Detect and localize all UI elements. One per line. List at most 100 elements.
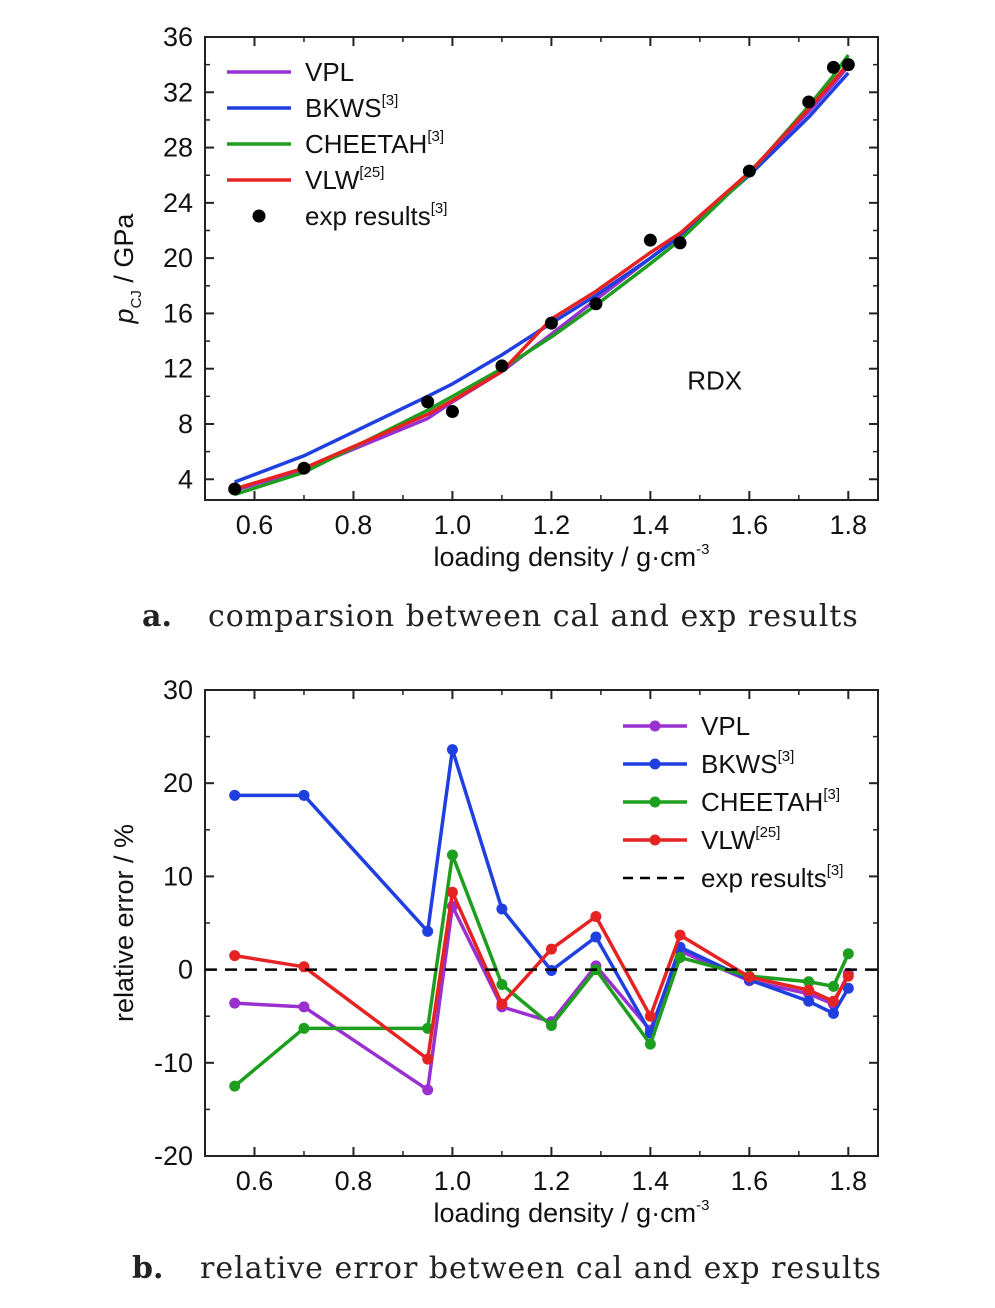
x-axis-label-sup: -3 [696, 541, 709, 558]
data-point-exp-results [228, 482, 242, 496]
x-axis-label-main: loading density / g·cm [434, 1198, 697, 1228]
series-line-vpl [234, 904, 850, 1092]
legend-label: VPL [305, 57, 354, 87]
caption-letter: b. [132, 1251, 163, 1286]
legend-label: exp results[3] [701, 862, 843, 893]
x-axis-label: loading density / g·cm-3 [434, 1197, 710, 1228]
y-tick-label: 24 [163, 188, 193, 218]
data-point-cheetah [827, 980, 839, 992]
data-point-vlw [842, 970, 854, 982]
legend-label: VLW[25] [305, 164, 384, 195]
data-point-vpl [229, 997, 241, 1009]
y-tick-label: 8 [178, 409, 193, 439]
data-point-cheetah [545, 1020, 557, 1032]
data-point-exp-results [445, 405, 459, 419]
y-tick-label: 32 [163, 77, 193, 107]
data-point-cheetah [803, 976, 815, 988]
data-point-cheetah [842, 948, 854, 960]
y-tick-label: 16 [163, 298, 193, 328]
series-exp-results [228, 58, 855, 496]
y-tick-label: 10 [163, 861, 193, 891]
series-vpl [229, 900, 854, 1096]
legend-marker [649, 796, 661, 808]
legend-label: CHEETAH[3] [701, 786, 840, 817]
data-point-vlw [674, 929, 686, 941]
data-point-cheetah [446, 849, 458, 861]
y-axis-label-rest: / GPa [109, 213, 139, 291]
data-point-vpl [298, 1001, 310, 1013]
legend-item-exp-results: exp results[3] [623, 862, 843, 893]
y-tick-label: 20 [163, 243, 193, 273]
legend-label-name: exp results [305, 201, 431, 231]
legend-label-name: BKWS [701, 749, 778, 779]
legend-label-sup: [25] [755, 824, 780, 841]
series-line-vlw [234, 62, 850, 491]
x-tick-label: 1.8 [830, 510, 868, 540]
x-axis-label: loading density / g·cm-3 [434, 541, 710, 572]
data-point-bkws [590, 931, 602, 943]
legend-marker [649, 720, 661, 732]
legend-label-name: VPL [701, 711, 750, 741]
legend-label: BKWS[3] [305, 92, 398, 123]
x-tick-label: 0.6 [236, 1166, 274, 1196]
data-point-cheetah [298, 1022, 310, 1034]
legend-marker [649, 834, 661, 846]
legend-label: CHEETAH[3] [305, 128, 444, 159]
x-tick-label: 1.6 [731, 1166, 769, 1196]
x-tick-label: 1.4 [632, 510, 670, 540]
data-point-vlw [827, 995, 839, 1007]
caption-letter: a. [142, 599, 172, 634]
legend-label-sup: [3] [427, 128, 444, 145]
data-point-cheetah [674, 951, 686, 963]
data-point-vlw [422, 1053, 434, 1065]
x-tick-label: 0.8 [335, 1166, 373, 1196]
data-point-exp-results [297, 461, 311, 475]
data-point-bkws [827, 1007, 839, 1019]
x-tick-label: 1.8 [830, 1166, 868, 1196]
series-vlw [234, 62, 850, 491]
legend-marker [252, 209, 266, 223]
plot-frame [204, 36, 879, 501]
data-point-bkws [446, 744, 458, 756]
x-tick-label: 1.2 [533, 510, 571, 540]
chart-panel-a: 0.6 0.8 1.0 1.2 1.4 1.6 1.8 4 8 12 16 20 24 28 32 36 loa… [109, 22, 879, 634]
y-axis-label: relative error / % [109, 824, 139, 1022]
data-point-bkws [229, 789, 241, 801]
legend-label-sup: [3] [827, 862, 844, 879]
data-point-exp-results [802, 95, 816, 109]
series-vlw [229, 886, 854, 1065]
data-point-exp-results [742, 164, 756, 178]
x-axis-label-main: loading density / g·cm [434, 542, 697, 572]
data-point-cheetah [229, 1080, 241, 1092]
y-tick-label: -20 [154, 1141, 193, 1171]
plot-area [228, 53, 855, 497]
data-point-exp-results [589, 297, 603, 311]
data-point-vlw [229, 950, 241, 962]
data-point-bkws [842, 982, 854, 994]
legend-label-name: VLW [701, 825, 756, 855]
legend-item-cheetah: CHEETAH[3] [227, 128, 444, 159]
legend-label: VLW[25] [701, 824, 780, 855]
data-point-vlw [590, 910, 602, 922]
legend-label-sup: [3] [382, 92, 399, 109]
y-tick-label: 28 [163, 133, 193, 163]
x-tick-label: 1.2 [533, 1166, 571, 1196]
data-point-vlw [644, 1010, 656, 1022]
annotation-label: RDX [687, 365, 742, 395]
x-tick-label: 1.4 [632, 1166, 670, 1196]
y-axis-label: pCJ / GPa [109, 213, 145, 325]
x-tick-label: 1.6 [731, 510, 769, 540]
x-tick-label: 0.8 [335, 510, 373, 540]
legend: VPL BKWS [3] CHEETAH[3] VLW[25] exp results[3… [623, 711, 843, 893]
y-axis-label-main: p [109, 308, 139, 324]
y-tick-label: 20 [163, 768, 193, 798]
legend-label-sup: [25] [359, 164, 384, 181]
data-point-vlw [446, 886, 458, 898]
legend-item-vlw: VLW[25] [227, 164, 384, 195]
y-axis-label-sub: CJ [128, 290, 145, 308]
legend-item-vlw: VLW[25] [623, 824, 780, 855]
data-point-exp-results [673, 236, 687, 250]
caption-text: comparsion between cal and exp results [208, 599, 859, 634]
legend-label-name: CHEETAH [305, 129, 427, 159]
